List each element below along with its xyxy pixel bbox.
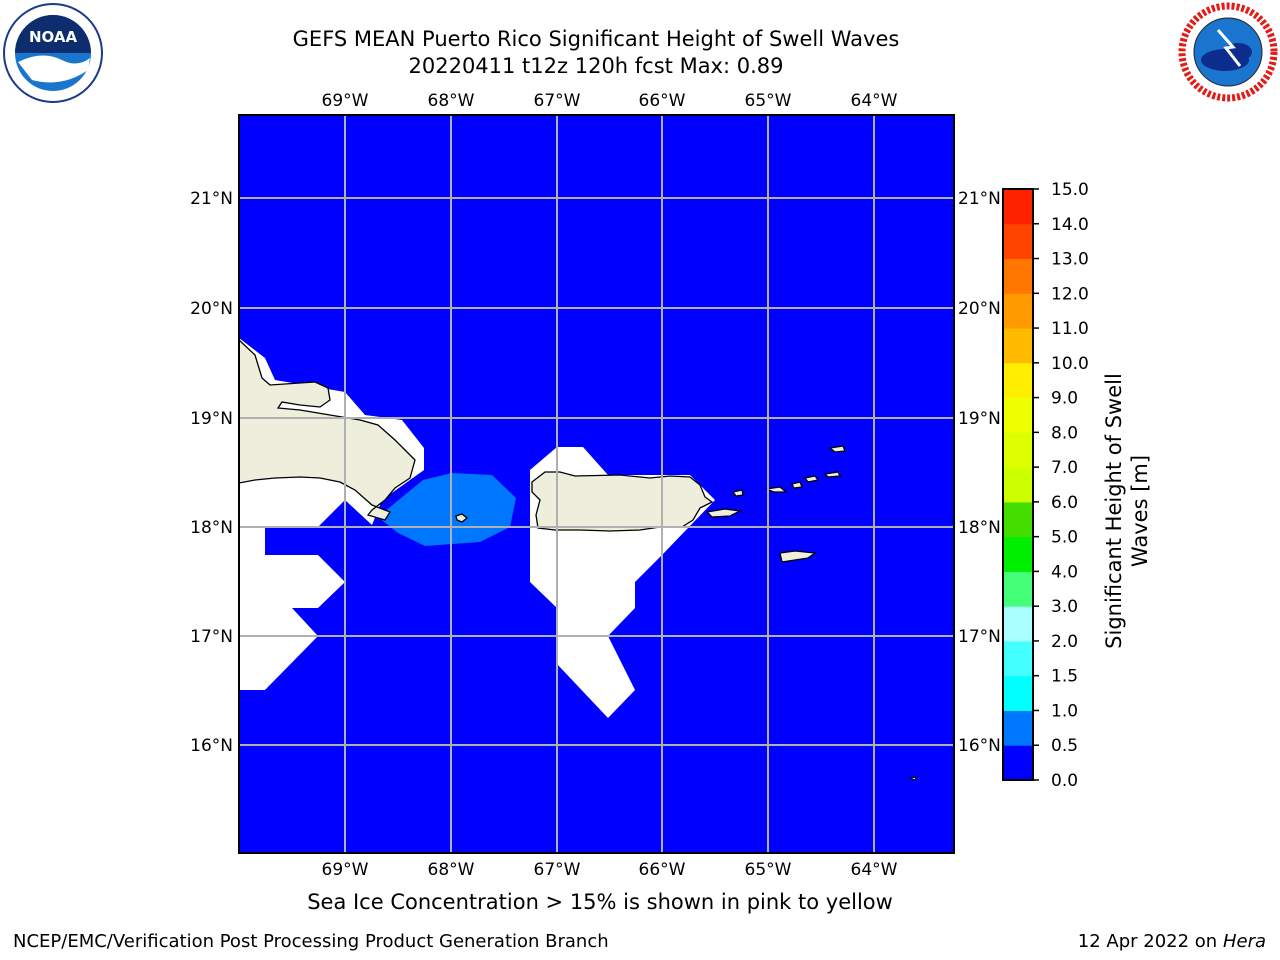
colorbar-bin: [1003, 189, 1033, 225]
colorbar-tick-label: 2.0: [1051, 632, 1078, 652]
land-st-croix: [779, 550, 817, 563]
land-vieques: [705, 508, 743, 518]
land-anegada: [828, 445, 846, 453]
colorbar-tick-label: 7.0: [1051, 458, 1078, 478]
colorbar-bin: [1003, 501, 1033, 538]
map-axis-labels: 69°W 69°W 68°W 68°W 67°W 67°W 66°W 66°W 65°W 65°W…: [190, 91, 1001, 880]
lat-label-right: 20°N: [958, 299, 1001, 319]
colorbar-tick-label: 15.0: [1051, 180, 1089, 200]
footer-date-text: 12 Apr 2022 on: [1077, 931, 1223, 952]
sea-ice-note: Sea Ice Concentration > 15% is shown in …: [307, 890, 893, 914]
land-hispaniola: [239, 339, 416, 521]
colorbar-bin: [1003, 223, 1033, 260]
chart-title: GEFS MEAN Puerto Rico Significant Height…: [292, 27, 900, 51]
lon-label-bottom: 68°W: [428, 860, 475, 880]
colorbar-bin: [1003, 258, 1033, 294]
lat-label-left: 17°N: [190, 627, 233, 647]
lon-label-bottom: 64°W: [851, 860, 898, 880]
colorbar-bin: [1003, 745, 1033, 781]
colorbar-tick-label: 0.5: [1051, 736, 1078, 756]
noaa-logo: NOAA: [3, 3, 103, 103]
lon-label-top: 65°W: [745, 91, 792, 111]
colorbar-bin: [1003, 675, 1033, 711]
land-small-island: [908, 776, 917, 781]
nws-logo: [1178, 2, 1278, 102]
lat-label-right: 19°N: [958, 409, 1001, 429]
colorbar-label: Significant Height of Swell Waves [m]: [1102, 373, 1152, 649]
colorbar-tick-label: 1.5: [1051, 667, 1078, 687]
lon-label-top: 66°W: [639, 91, 686, 111]
colorbar: 15.0 14.0 13.0 12.0 11.0 10.0 9.0 8.0 7.0 6.0 5.0 4…: [1002, 180, 1089, 791]
lat-label-right: 21°N: [958, 189, 1001, 209]
lon-label-bottom: 69°W: [322, 860, 369, 880]
lat-label-left: 16°N: [190, 736, 233, 756]
colorbar-tick-label: 3.0: [1051, 597, 1078, 617]
land-st-john: [791, 481, 803, 489]
colorbar-tick-label: 10.0: [1051, 354, 1089, 374]
colorbar-tick-label: 11.0: [1051, 319, 1089, 339]
colorbar-tick-label: 1.0: [1051, 701, 1078, 721]
colorbar-bin: [1003, 571, 1033, 607]
footer-machine: Hera: [1222, 931, 1266, 952]
colorbar-bin: [1003, 397, 1033, 433]
lat-label-right: 17°N: [958, 627, 1001, 647]
chart-subtitle-run: 20220411 t12z 120h fcst Max: 0.89: [408, 54, 784, 78]
colorbar-tick-label: 12.0: [1051, 284, 1089, 304]
colorbar-tick-label: 8.0: [1051, 423, 1078, 443]
colorbar-tick-label: 0.0: [1051, 771, 1078, 791]
colorbar-bin: [1003, 640, 1033, 677]
lat-label-left: 18°N: [190, 518, 233, 538]
lon-label-top: 69°W: [322, 91, 369, 111]
land-st-thomas: [765, 486, 788, 493]
colorbar-bin: [1003, 606, 1033, 642]
lon-label-bottom: 67°W: [534, 860, 581, 880]
land-virgin-gorda: [823, 471, 842, 478]
map-gridlines: [239, 115, 954, 853]
colorbar-tick-label: 13.0: [1051, 250, 1089, 270]
lat-label-left: 20°N: [190, 299, 233, 319]
colorbar-bin: [1003, 293, 1033, 329]
map-frame: [238, 114, 955, 854]
footer-date: 12 Apr 2022 on Hera: [1078, 931, 1266, 952]
noaa-logo-text: NOAA: [29, 28, 78, 46]
colorbar-bin: [1003, 328, 1033, 364]
lat-label-right: 16°N: [958, 736, 1001, 756]
lon-label-top: 64°W: [851, 91, 898, 111]
footer-credit: NCEP/EMC/Verification Post Processing Pr…: [13, 931, 609, 952]
land-tortola: [803, 475, 820, 483]
land-isla-mona: [455, 513, 469, 523]
land-culebra: [731, 489, 744, 497]
colorbar-bin: [1003, 710, 1033, 746]
lat-label-right: 18°N: [958, 518, 1001, 538]
colorbar-bin: [1003, 536, 1033, 572]
lat-label-left: 19°N: [190, 409, 233, 429]
land-puerto-rico: [531, 471, 714, 532]
lon-label-bottom: 66°W: [639, 860, 686, 880]
lat-label-left: 21°N: [190, 189, 233, 209]
colorbar-tick-label: 4.0: [1051, 562, 1078, 582]
colorbar-tick-label: 5.0: [1051, 528, 1078, 548]
colorbar-tick-label: 6.0: [1051, 493, 1078, 513]
lon-label-bottom: 65°W: [745, 860, 792, 880]
colorbar-tick-label: 9.0: [1051, 389, 1078, 409]
colorbar-frame: [1002, 188, 1034, 781]
lon-label-top: 67°W: [534, 91, 581, 111]
lon-label-top: 68°W: [428, 91, 475, 111]
colorbar-bin: [1003, 432, 1033, 468]
colorbar-bin: [1003, 467, 1033, 503]
colorbar-bin: [1003, 362, 1033, 399]
colorbar-tick-label: 14.0: [1051, 215, 1089, 235]
